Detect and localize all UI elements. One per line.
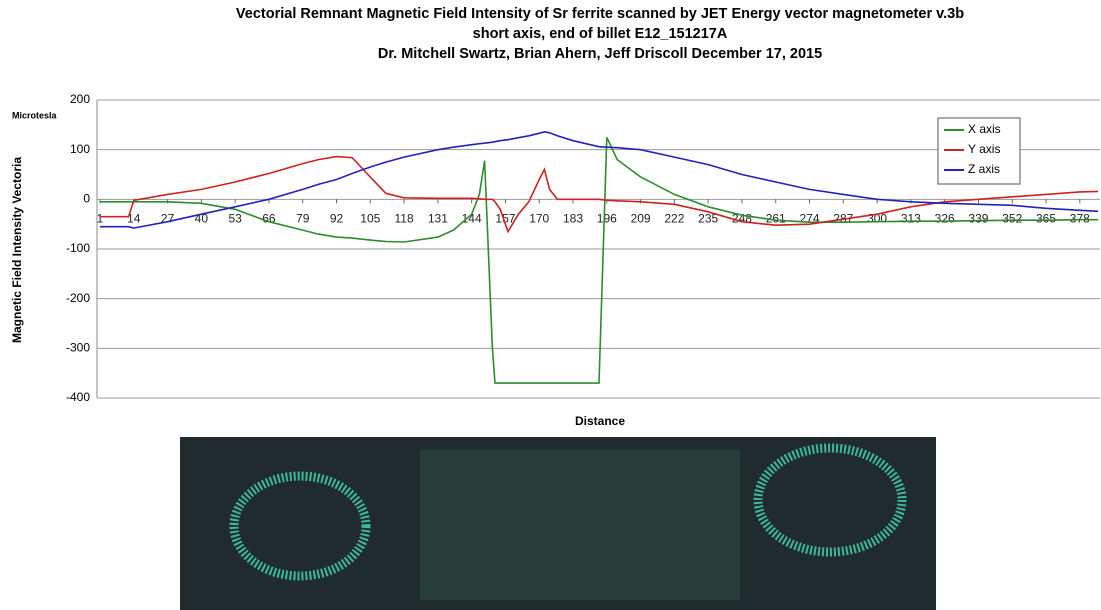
unit-label: Microtesla [12,110,58,120]
x-tick-label: 170 [529,212,549,226]
y-tick-label: 0 [83,192,90,206]
x-tick-label: 131 [428,212,448,226]
x-tick-label: 313 [901,212,921,226]
y-axis-label: Magnetic Field Intensity Vectoria [10,157,24,343]
x-tick-label: 365 [1036,212,1056,226]
x-tick-label: 183 [563,212,583,226]
x-tick-label: 352 [1002,212,1022,226]
chart-subtitle: short axis, end of billet E12_151217A [473,26,728,42]
y-tick-label: 100 [70,142,90,156]
x-tick-label: 1 [97,212,104,226]
x-tick-label: 378 [1070,212,1090,226]
x-tick-label: 222 [664,212,684,226]
x-tick-label: 118 [395,212,414,226]
x-tick-label: 27 [161,212,175,226]
chart-subtitle: Dr. Mitchell Swartz, Brian Ahern, Jeff D… [378,46,822,62]
x-tick-label: 79 [296,212,310,226]
x-tick-label: 105 [360,212,380,226]
x-tick-label: 92 [330,212,344,226]
photo [180,437,936,610]
y-tick-label: 200 [70,92,90,106]
legend-label: X axis [968,122,1001,136]
x-tick-label: 196 [597,212,617,226]
x-tick-label: 209 [631,212,651,226]
y-tick-label: -400 [66,390,90,404]
legend-label: Z axis [968,162,1000,176]
y-tick-label: -200 [66,291,90,305]
legend-label: Y axis [968,142,1000,156]
y-tick-label: -300 [66,341,90,355]
x-axis-label: Distance [575,414,625,428]
chart-title: Vectorial Remnant Magnetic Field Intensi… [236,6,964,22]
x-tick-label: 53 [228,212,242,226]
x-tick-label: 339 [968,212,988,226]
y-tick-label: -100 [66,241,90,255]
x-tick-label: 326 [935,212,955,226]
chart: Vectorial Remnant Magnetic Field Intensi… [0,0,1101,610]
